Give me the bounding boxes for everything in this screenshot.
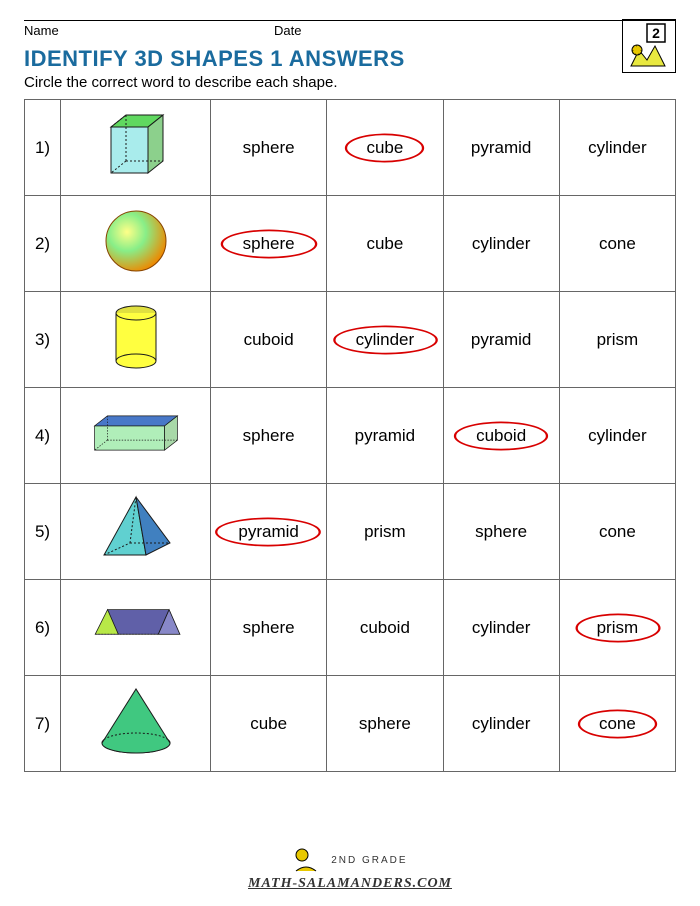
answer-text: cube bbox=[356, 231, 413, 257]
table-row: 1) sphere cube pyramid cylinder bbox=[25, 100, 676, 196]
answer-option: pyramid bbox=[327, 388, 443, 484]
date-label: Date bbox=[274, 23, 474, 38]
answer-circled: prism bbox=[587, 615, 649, 641]
table-row: 7) cube sphere cylinder cone bbox=[25, 676, 676, 772]
answer-option: cylinder bbox=[327, 292, 443, 388]
row-number: 7) bbox=[25, 676, 61, 772]
answer-text: cone bbox=[589, 231, 646, 257]
answer-option: cylinder bbox=[559, 100, 675, 196]
cube-shape-icon bbox=[61, 100, 211, 196]
answer-text: cylinder bbox=[578, 423, 657, 449]
answer-option: cube bbox=[327, 196, 443, 292]
grade-logo: 2 bbox=[622, 19, 676, 73]
page-title: IDENTIFY 3D SHAPES 1 ANSWERS bbox=[24, 46, 676, 72]
sphere-shape-icon bbox=[61, 196, 211, 292]
answer-option: prism bbox=[559, 580, 675, 676]
answer-text: cylinder bbox=[578, 135, 657, 161]
answer-option: cone bbox=[559, 484, 675, 580]
answer-text: cylinder bbox=[462, 711, 541, 737]
row-number: 4) bbox=[25, 388, 61, 484]
answer-circled: cuboid bbox=[466, 423, 536, 449]
answer-option: sphere bbox=[211, 100, 327, 196]
worksheet-table: 1) sphere cube pyramid cylinder 2) sphere cub… bbox=[24, 99, 676, 772]
table-row: 6) sphere cuboid cylinder prism bbox=[25, 580, 676, 676]
answer-circled: sphere bbox=[233, 231, 305, 257]
row-number: 1) bbox=[25, 100, 61, 196]
answer-text: sphere bbox=[233, 135, 305, 161]
answer-circled: cube bbox=[356, 135, 413, 161]
cone-shape-icon bbox=[61, 676, 211, 772]
answer-option: cube bbox=[327, 100, 443, 196]
answer-option: pyramid bbox=[211, 484, 327, 580]
footer-line1: 2ND GRADE bbox=[331, 855, 407, 866]
answer-option: cylinder bbox=[443, 676, 559, 772]
answer-option: pyramid bbox=[443, 292, 559, 388]
answer-circled: cylinder bbox=[346, 327, 425, 353]
row-number: 3) bbox=[25, 292, 61, 388]
answer-option: cone bbox=[559, 196, 675, 292]
instruction: Circle the correct word to describe each… bbox=[24, 74, 676, 91]
answer-text: sphere bbox=[465, 519, 537, 545]
table-row: 4) sphere pyramid cuboid cylinder bbox=[25, 388, 676, 484]
prism-shape-icon bbox=[61, 580, 211, 676]
answer-text: cone bbox=[589, 519, 646, 545]
answer-option: sphere bbox=[211, 196, 327, 292]
answer-text: prism bbox=[587, 327, 649, 353]
answer-text: cuboid bbox=[234, 327, 304, 353]
answer-text: pyramid bbox=[345, 423, 425, 449]
answer-text: cylinder bbox=[462, 231, 541, 257]
row-number: 2) bbox=[25, 196, 61, 292]
answer-option: sphere bbox=[211, 580, 327, 676]
answer-text: sphere bbox=[349, 711, 421, 737]
answer-option: cylinder bbox=[559, 388, 675, 484]
footer: 2ND GRADE MATH-SALAMANDERS.COM bbox=[0, 845, 700, 892]
answer-option: cube bbox=[211, 676, 327, 772]
answer-circled: pyramid bbox=[228, 519, 308, 545]
answer-text: cuboid bbox=[350, 615, 420, 641]
cuboid-shape-icon bbox=[61, 388, 211, 484]
answer-option: sphere bbox=[443, 484, 559, 580]
answer-option: prism bbox=[327, 484, 443, 580]
row-number: 5) bbox=[25, 484, 61, 580]
answer-text: pyramid bbox=[461, 327, 541, 353]
row-number: 6) bbox=[25, 580, 61, 676]
answer-option: cylinder bbox=[443, 580, 559, 676]
answer-text: sphere bbox=[233, 423, 305, 449]
answer-text: cylinder bbox=[462, 615, 541, 641]
answer-circled: cone bbox=[589, 711, 646, 737]
cylinder-shape-icon bbox=[61, 292, 211, 388]
answer-option: cuboid bbox=[443, 388, 559, 484]
answer-option: cylinder bbox=[443, 196, 559, 292]
name-label: Name bbox=[24, 23, 274, 38]
answer-option: prism bbox=[559, 292, 675, 388]
answer-option: sphere bbox=[327, 676, 443, 772]
footer-line2: MATH-SALAMANDERS.COM bbox=[248, 876, 452, 891]
answer-text: prism bbox=[354, 519, 416, 545]
table-row: 2) sphere cube cylinder cone bbox=[25, 196, 676, 292]
svg-text:2: 2 bbox=[652, 25, 660, 41]
answer-option: sphere bbox=[211, 388, 327, 484]
answer-text: pyramid bbox=[461, 135, 541, 161]
table-row: 3) cuboid cylinder pyramid prism bbox=[25, 292, 676, 388]
answer-option: pyramid bbox=[443, 100, 559, 196]
answer-text: sphere bbox=[233, 615, 305, 641]
answer-option: cone bbox=[559, 676, 675, 772]
answer-option: cuboid bbox=[211, 292, 327, 388]
answer-option: cuboid bbox=[327, 580, 443, 676]
answer-text: cube bbox=[240, 711, 297, 737]
pyramid-shape-icon bbox=[61, 484, 211, 580]
table-row: 5) pyramid prism sphere cone bbox=[25, 484, 676, 580]
